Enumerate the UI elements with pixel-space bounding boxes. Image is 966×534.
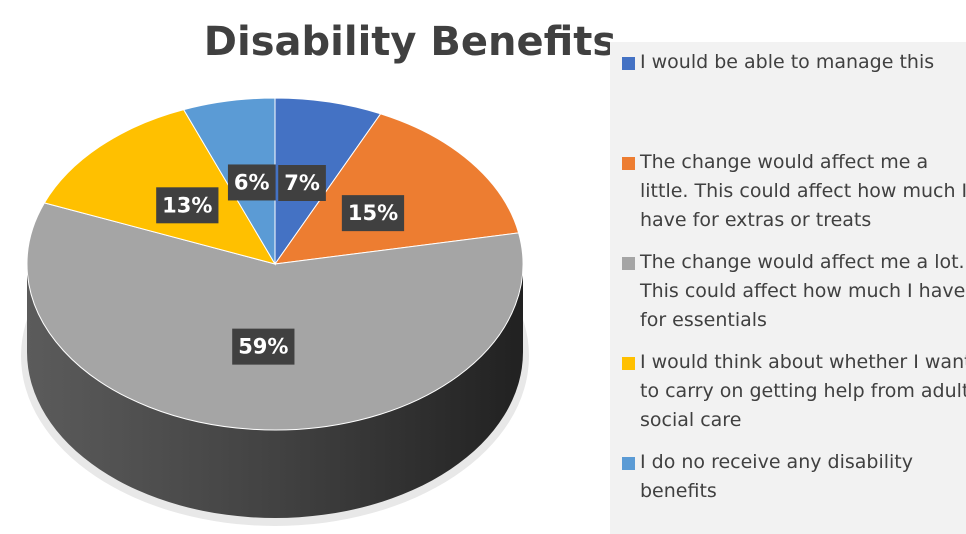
legend-label: I would be able to manage this bbox=[640, 51, 935, 73]
legend-entry: I do no receive any disability benefits bbox=[622, 448, 966, 506]
legend: I would be able to manage this The change… bbox=[610, 42, 966, 534]
data-label-box bbox=[227, 164, 276, 201]
legend-entry: The change would affect me a little. Thi… bbox=[622, 148, 966, 235]
data-label-box bbox=[278, 164, 326, 201]
legend-entry: I would be able to manage this bbox=[622, 48, 966, 77]
pie-slice bbox=[273, 113, 520, 265]
pie-slice bbox=[26, 202, 524, 431]
legend-swatch bbox=[622, 157, 635, 170]
data-label: 13% bbox=[162, 193, 212, 217]
legend-entry: I would think about whether I want to ca… bbox=[622, 348, 966, 435]
legend-swatch bbox=[622, 357, 635, 370]
legend-swatch bbox=[622, 257, 635, 270]
data-label: 6% bbox=[234, 170, 270, 194]
legend-swatch bbox=[622, 57, 635, 70]
legend-label: I do no receive any disability benefits bbox=[640, 451, 913, 502]
chart-title: Disability Benefits bbox=[204, 19, 616, 65]
legend-label: The change would affect me a little. Thi… bbox=[640, 151, 966, 231]
pie-slice bbox=[43, 109, 277, 265]
pie-side bbox=[27, 264, 523, 518]
data-label: 7% bbox=[284, 171, 320, 195]
data-label: 59% bbox=[238, 335, 288, 359]
legend-label: The change would affect me a lot. This c… bbox=[640, 251, 966, 331]
legend-swatch bbox=[622, 457, 635, 470]
data-label: 15% bbox=[348, 201, 398, 225]
data-label-box bbox=[341, 195, 405, 232]
data-label-box bbox=[156, 187, 219, 224]
data-label-box bbox=[232, 328, 295, 365]
legend-label: I would think about whether I want to ca… bbox=[640, 351, 966, 431]
legend-entry: The change would affect me a lot. This c… bbox=[622, 248, 966, 335]
pie-slice bbox=[274, 97, 382, 266]
